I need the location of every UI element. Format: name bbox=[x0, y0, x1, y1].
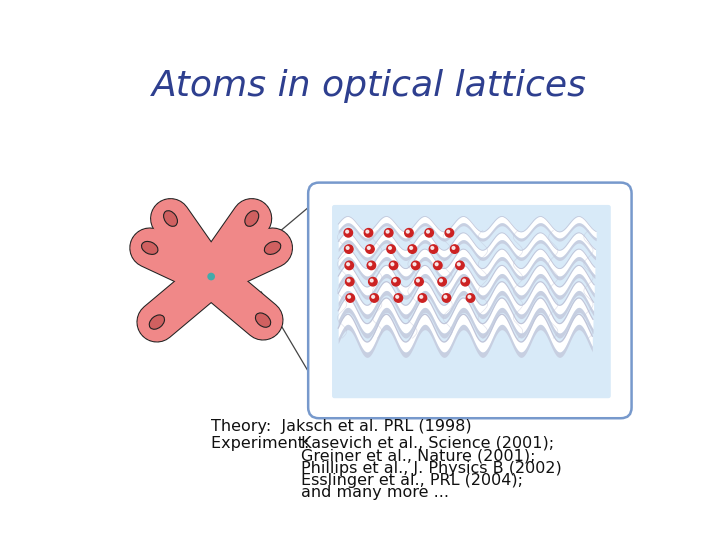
Circle shape bbox=[408, 245, 417, 253]
Circle shape bbox=[447, 230, 449, 233]
Ellipse shape bbox=[264, 241, 281, 254]
Circle shape bbox=[444, 295, 446, 298]
Circle shape bbox=[457, 263, 460, 266]
Circle shape bbox=[467, 294, 474, 302]
Circle shape bbox=[433, 261, 442, 269]
Circle shape bbox=[387, 245, 395, 253]
Circle shape bbox=[346, 247, 349, 249]
Circle shape bbox=[366, 245, 374, 253]
Circle shape bbox=[413, 263, 416, 266]
Text: Esslinger et al., PRL (2004);: Esslinger et al., PRL (2004); bbox=[301, 473, 523, 488]
Circle shape bbox=[346, 230, 348, 233]
Circle shape bbox=[420, 295, 423, 298]
Circle shape bbox=[438, 278, 446, 286]
Circle shape bbox=[346, 294, 354, 302]
Text: Atoms in optical lattices: Atoms in optical lattices bbox=[151, 69, 587, 103]
Text: Phillips et al., J. Physics B (2002): Phillips et al., J. Physics B (2002) bbox=[301, 461, 562, 476]
Circle shape bbox=[391, 263, 394, 266]
Ellipse shape bbox=[149, 315, 164, 329]
Text: and many more ...: and many more ... bbox=[301, 485, 449, 500]
Circle shape bbox=[468, 295, 471, 298]
FancyBboxPatch shape bbox=[332, 205, 611, 398]
Circle shape bbox=[405, 228, 413, 237]
Circle shape bbox=[367, 261, 376, 269]
Circle shape bbox=[452, 247, 455, 249]
Circle shape bbox=[416, 279, 419, 282]
Circle shape bbox=[366, 230, 369, 233]
Circle shape bbox=[429, 245, 438, 253]
Ellipse shape bbox=[256, 313, 271, 327]
Circle shape bbox=[207, 273, 215, 280]
Circle shape bbox=[369, 278, 377, 286]
Circle shape bbox=[396, 295, 399, 298]
Ellipse shape bbox=[245, 211, 258, 226]
Circle shape bbox=[346, 278, 354, 286]
Circle shape bbox=[345, 261, 354, 269]
Circle shape bbox=[386, 230, 389, 233]
Circle shape bbox=[393, 279, 396, 282]
Circle shape bbox=[442, 294, 451, 302]
Circle shape bbox=[440, 279, 442, 282]
Circle shape bbox=[389, 247, 392, 249]
Circle shape bbox=[347, 263, 349, 266]
Circle shape bbox=[411, 261, 420, 269]
Circle shape bbox=[456, 261, 464, 269]
Circle shape bbox=[415, 278, 423, 286]
Circle shape bbox=[451, 245, 459, 253]
FancyBboxPatch shape bbox=[308, 183, 631, 418]
Circle shape bbox=[461, 278, 469, 286]
Circle shape bbox=[418, 294, 427, 302]
Circle shape bbox=[410, 247, 413, 249]
Circle shape bbox=[394, 294, 402, 302]
Circle shape bbox=[384, 228, 393, 237]
Circle shape bbox=[344, 228, 353, 237]
Circle shape bbox=[431, 247, 433, 249]
Circle shape bbox=[425, 228, 433, 237]
Text: Experiment:: Experiment: bbox=[211, 436, 320, 451]
Text: Greiner et al., Nature (2001);: Greiner et al., Nature (2001); bbox=[301, 448, 536, 463]
Circle shape bbox=[347, 279, 350, 282]
Circle shape bbox=[436, 263, 438, 266]
Text: Kasevich et al., Science (2001);: Kasevich et al., Science (2001); bbox=[301, 436, 554, 451]
Text: Theory:  Jaksch et al. PRL (1998): Theory: Jaksch et al. PRL (1998) bbox=[211, 419, 472, 434]
Circle shape bbox=[348, 295, 351, 298]
Circle shape bbox=[370, 279, 373, 282]
Circle shape bbox=[463, 279, 466, 282]
Circle shape bbox=[345, 245, 353, 253]
Circle shape bbox=[406, 230, 409, 233]
Circle shape bbox=[427, 230, 429, 233]
Circle shape bbox=[392, 278, 400, 286]
Ellipse shape bbox=[142, 241, 158, 254]
Circle shape bbox=[372, 295, 374, 298]
Circle shape bbox=[390, 261, 397, 269]
Circle shape bbox=[367, 247, 370, 249]
Circle shape bbox=[445, 228, 454, 237]
Circle shape bbox=[364, 228, 373, 237]
Ellipse shape bbox=[163, 211, 177, 226]
Circle shape bbox=[370, 294, 379, 302]
Circle shape bbox=[369, 263, 372, 266]
